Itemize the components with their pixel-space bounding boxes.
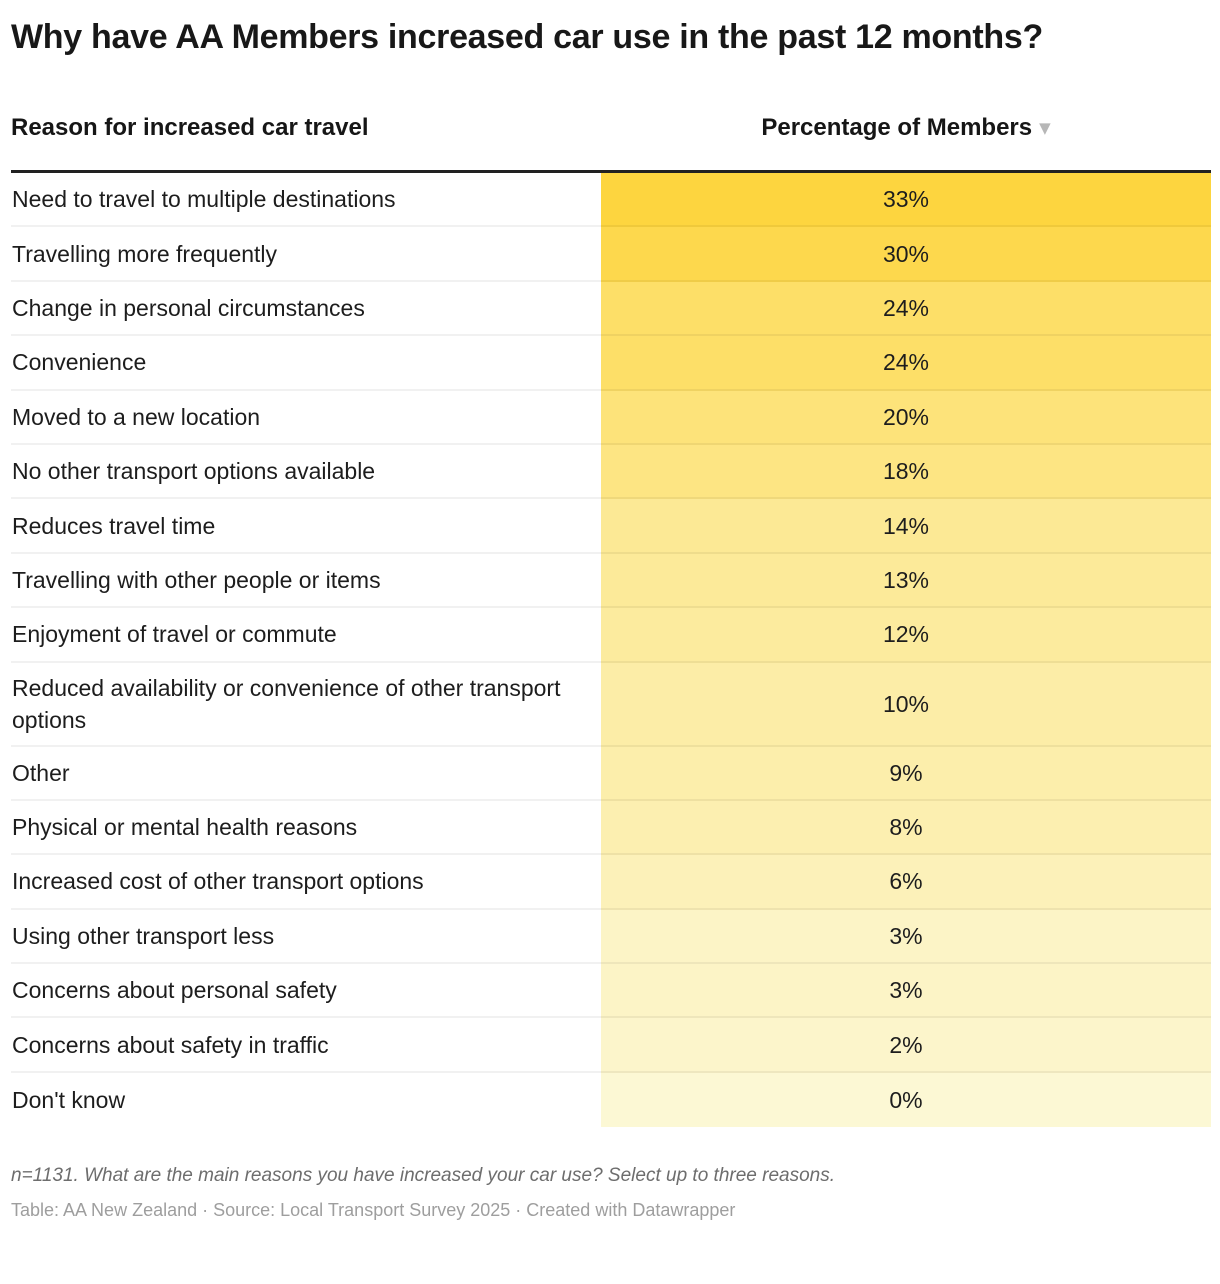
percentage-cell: 14% <box>601 499 1211 554</box>
percentage-cell: 10% <box>601 662 1211 747</box>
percentage-cell: 24% <box>601 336 1211 391</box>
sort-descending-icon: ▼ <box>1039 119 1051 137</box>
percentage-cell: 30% <box>601 227 1211 282</box>
percentage-cell: 9% <box>601 746 1211 801</box>
reason-cell: Enjoyment of travel or commute <box>11 608 601 663</box>
column-header-percentage[interactable]: Percentage of Members ▼ <box>601 114 1211 142</box>
table-row: Convenience 24% <box>11 336 1211 391</box>
table-row: Physical or mental health reasons 8% <box>11 800 1211 856</box>
percentage-cell: 20% <box>601 390 1211 445</box>
percentage-cell: 3% <box>601 909 1211 965</box>
reason-cell: Concerns about personal safety <box>11 964 601 1019</box>
table: Reason for increased car travel Percenta… <box>11 114 1211 1128</box>
percentage-cell: 2% <box>601 1018 1211 1073</box>
reason-cell: Moved to a new location <box>11 390 601 445</box>
table-row: Concerns about personal safety 3% <box>11 964 1211 1019</box>
percentage-cell: 12% <box>601 608 1211 663</box>
reason-cell: Travelling with other people or items <box>11 553 601 609</box>
table-row: Travelling with other people or items 13% <box>11 553 1211 609</box>
reason-cell: Convenience <box>11 336 601 391</box>
table-row: Other 9% <box>11 746 1211 801</box>
reason-cell: Need to travel to multiple destinations <box>11 173 601 228</box>
page-title: Why have AA Members increased car use in… <box>11 18 1043 56</box>
reason-cell: Physical or mental health reasons <box>11 800 601 856</box>
reason-cell: Other <box>11 746 601 801</box>
percentage-cell: 13% <box>601 553 1211 609</box>
source-line: Table: AA New Zealand · Source: Local Tr… <box>11 1200 736 1221</box>
percentage-cell: 6% <box>601 855 1211 910</box>
reason-cell: Increased cost of other transport option… <box>11 855 601 910</box>
table-row: Increased cost of other transport option… <box>11 855 1211 910</box>
table-row: Moved to a new location 20% <box>11 390 1211 445</box>
table-row: Using other transport less 3% <box>11 909 1211 965</box>
percentage-cell: 0% <box>601 1072 1211 1128</box>
table-row: Don't know 0% <box>11 1072 1211 1128</box>
table-row: Change in personal circumstances 24% <box>11 281 1211 337</box>
percentage-cell: 3% <box>601 964 1211 1019</box>
table-row: Enjoyment of travel or commute 12% <box>11 608 1211 663</box>
table-row: Travelling more frequently 30% <box>11 227 1211 282</box>
table-row: Need to travel to multiple destinations 3… <box>11 173 1211 228</box>
table-body: Need to travel to multiple destinations 3… <box>11 173 1211 1128</box>
datawrapper-table-page: Why have AA Members increased car use in… <box>11 18 1211 1221</box>
percentage-cell: 24% <box>601 281 1211 337</box>
table-header-row: Reason for increased car travel Percenta… <box>11 114 1211 173</box>
percentage-cell: 33% <box>601 173 1211 228</box>
footnote: n=1131. What are the main reasons you ha… <box>11 1165 835 1187</box>
column-header-reason[interactable]: Reason for increased car travel <box>11 114 369 141</box>
reason-cell: Reduced availability or convenience of o… <box>11 662 601 747</box>
reason-cell: No other transport options available <box>11 444 601 500</box>
column-header-percentage-label: Percentage of Members <box>761 114 1033 141</box>
percentage-cell: 8% <box>601 800 1211 856</box>
reason-cell: Using other transport less <box>11 909 601 965</box>
reason-cell: Reduces travel time <box>11 499 601 554</box>
reason-cell: Change in personal circumstances <box>11 281 601 337</box>
table-row: No other transport options available 18% <box>11 444 1211 500</box>
reason-cell: Concerns about safety in traffic <box>11 1018 601 1073</box>
table-row: Reduced availability or convenience of o… <box>11 662 1211 747</box>
table-row: Reduces travel time 14% <box>11 499 1211 554</box>
reason-cell: Travelling more frequently <box>11 227 601 282</box>
reason-cell: Don't know <box>11 1072 601 1128</box>
table-row: Concerns about safety in traffic 2% <box>11 1018 1211 1073</box>
percentage-cell: 18% <box>601 444 1211 500</box>
